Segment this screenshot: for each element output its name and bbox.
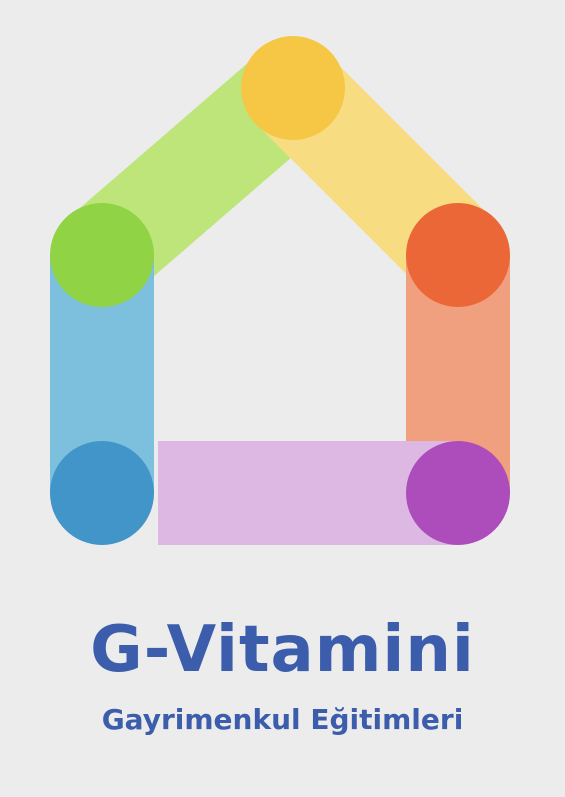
house-icon: [50, 36, 510, 545]
bottom-left-joint: [50, 441, 154, 545]
brand-tagline: Gayrimenkul Eğitimleri: [101, 703, 464, 736]
bottom-right-joint: [406, 441, 510, 545]
peak-joint: [241, 36, 345, 140]
right-corner-joint: [406, 203, 510, 307]
house-logo: [50, 36, 510, 545]
brand-title: G-Vitamini: [90, 613, 475, 687]
left-corner-joint: [50, 203, 154, 307]
